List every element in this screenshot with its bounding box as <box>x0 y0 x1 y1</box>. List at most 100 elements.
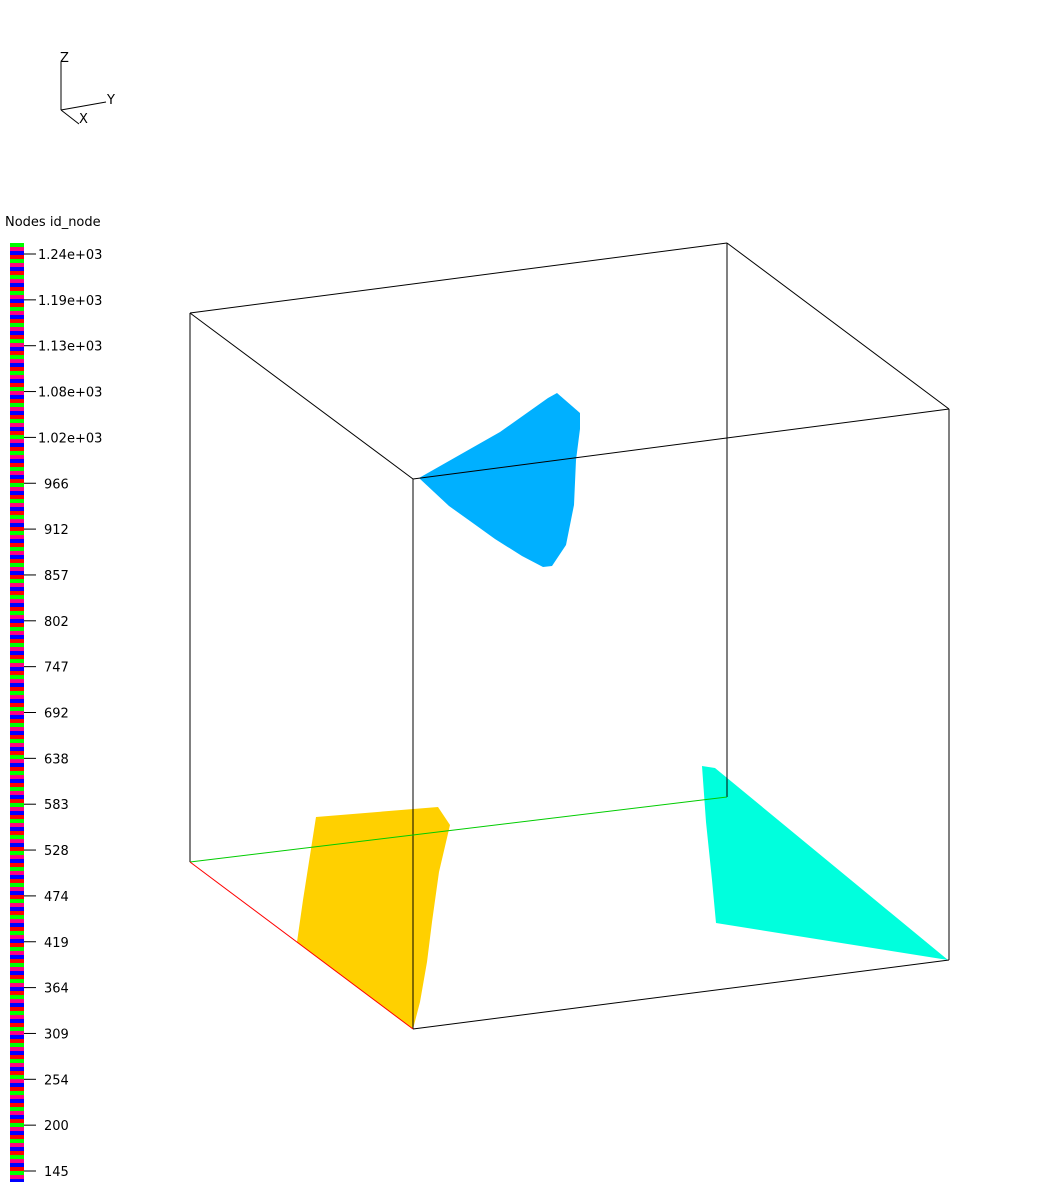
legend-color-segment <box>10 619 24 623</box>
legend-color-segment <box>10 527 24 531</box>
legend-color-segment <box>10 887 24 891</box>
legend-color-segment <box>10 467 24 471</box>
legend-color-segment <box>10 463 24 467</box>
legend-color-segment <box>10 695 24 699</box>
legend-color-segment <box>10 727 24 731</box>
legend-color-segment <box>10 1079 24 1083</box>
legend-color-segment <box>10 423 24 427</box>
legend-color-segment <box>10 635 24 639</box>
legend-color-segment <box>10 1075 24 1079</box>
legend-color-segment <box>10 991 24 995</box>
legend-tick-label: 1.24e+03 <box>38 248 102 263</box>
scene-3d <box>189 242 950 1030</box>
legend-color-segment <box>10 1155 24 1159</box>
legend-color-segment <box>10 671 24 675</box>
legend-color-segment <box>10 531 24 535</box>
legend-color-segment <box>10 1099 24 1103</box>
triad-x-axis <box>60 109 80 125</box>
top-patch <box>419 393 580 567</box>
legend-color-segment <box>10 639 24 643</box>
legend-color-segment <box>10 599 24 603</box>
legend-color-segment <box>10 995 24 999</box>
legend-color-segment <box>10 323 24 327</box>
triad-y-axis <box>60 101 107 111</box>
legend-color-segment <box>10 675 24 679</box>
legend-color-segment <box>10 543 24 547</box>
legend-tick-label: 1.08e+03 <box>38 386 102 401</box>
legend-color-segment <box>10 687 24 691</box>
legend-color-segment <box>10 1019 24 1023</box>
legend-color-segment <box>10 471 24 475</box>
legend-color-segment <box>10 1091 24 1095</box>
legend-color-segment <box>10 351 24 355</box>
legend-color-segment <box>10 475 24 479</box>
legend-color-segment <box>10 1151 24 1155</box>
legend-color-segment <box>10 811 24 815</box>
legend-color-segment <box>10 403 24 407</box>
legend-color-segment <box>10 879 24 883</box>
legend-color-segment <box>10 1027 24 1031</box>
legend-color-segment <box>10 1115 24 1119</box>
legend-tick-label: 419 <box>44 936 69 951</box>
legend-color-segment <box>10 571 24 575</box>
legend-color-segment <box>10 1095 24 1099</box>
legend-color-segment <box>10 667 24 671</box>
legend-color-segment <box>10 1007 24 1011</box>
legend-color-segment <box>10 379 24 383</box>
triad-z-label: Z <box>60 51 69 66</box>
legend-color-segment <box>10 839 24 843</box>
legend-color-segment <box>10 311 24 315</box>
legend-color-segment <box>10 359 24 363</box>
legend-tick-label: 583 <box>44 798 69 813</box>
legend-color-segment <box>10 915 24 919</box>
legend-color-segment <box>10 291 24 295</box>
legend-color-segment <box>10 807 24 811</box>
orientation-triad: Z Y X <box>60 51 115 127</box>
legend-color-segment <box>10 795 24 799</box>
legend-tick-label: 912 <box>44 523 69 538</box>
legend-color-segment <box>10 971 24 975</box>
legend-color-segment <box>10 407 24 411</box>
legend-color-segment <box>10 1063 24 1067</box>
legend-color-segment <box>10 723 24 727</box>
legend-color-segment <box>10 267 24 271</box>
legend-title: Nodes id_node <box>5 215 101 230</box>
legend-color-segment <box>10 895 24 899</box>
legend-color-segment <box>10 947 24 951</box>
legend-color-segment <box>10 1107 24 1111</box>
legend-color-segment <box>10 1003 24 1007</box>
x-axis-line <box>189 861 414 1030</box>
legend-color-segment <box>10 507 24 511</box>
legend-color-segment <box>10 703 24 707</box>
legend-color-segment <box>10 1135 24 1139</box>
legend-color-segment <box>10 451 24 455</box>
legend-color-segment <box>10 923 24 927</box>
legend-color-segment <box>10 375 24 379</box>
legend-color-segment <box>10 303 24 307</box>
legend-color-segment <box>10 623 24 627</box>
legend-color-segment <box>10 491 24 495</box>
legend-color-segment <box>10 595 24 599</box>
legend-color-segment <box>10 851 24 855</box>
legend-color-segment <box>10 427 24 431</box>
legend-color-segment <box>10 503 24 507</box>
legend-color-segment <box>10 847 24 851</box>
legend-color-segment <box>10 679 24 683</box>
legend-tick-label: 747 <box>44 661 69 676</box>
legend-color-segment <box>10 1147 24 1151</box>
legend-color-segment <box>10 483 24 487</box>
legend-tick-label: 364 <box>44 982 69 997</box>
legend-color-segment <box>10 603 24 607</box>
legend-color-segment <box>10 487 24 491</box>
legend-color-segment <box>10 519 24 523</box>
legend-color-segment <box>10 911 24 915</box>
legend-color-segment <box>10 563 24 567</box>
legend-color-segment <box>10 831 24 835</box>
legend-color-segment <box>10 707 24 711</box>
legend-color-segment <box>10 767 24 771</box>
legend-color-segment <box>10 243 24 247</box>
legend-color-segment <box>10 983 24 987</box>
legend-color-segment <box>10 1119 24 1123</box>
legend-color-segment <box>10 751 24 755</box>
